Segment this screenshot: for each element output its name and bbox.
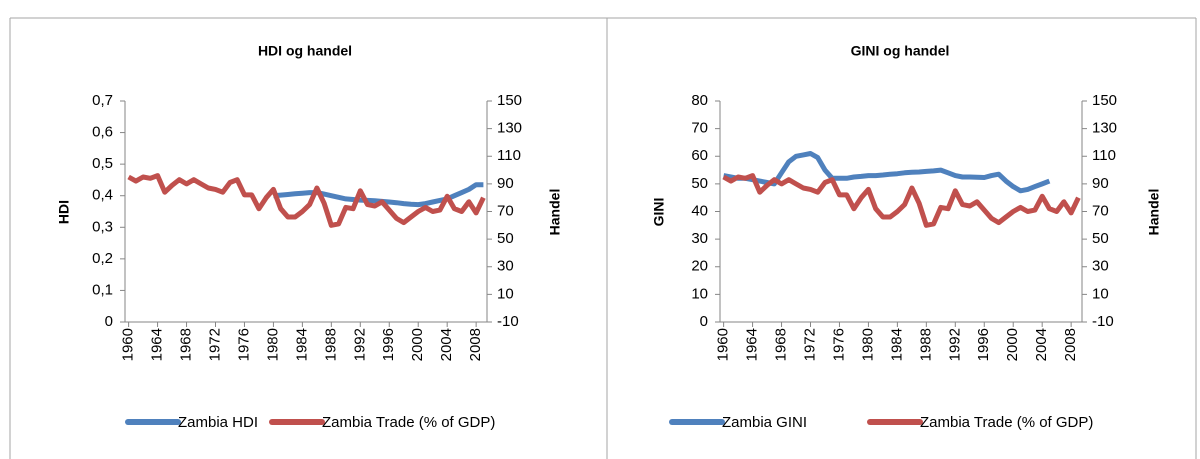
y-tick-label: 80 — [691, 92, 708, 109]
y-tick-label: 0,5 — [92, 155, 113, 172]
x-tick-label: 1992 — [351, 328, 368, 361]
y2-tick-label: 110 — [497, 147, 521, 164]
x-tick-label: 1988 — [917, 328, 934, 361]
y2-axis-title: Handel — [1146, 189, 1162, 236]
y2-tick-label: 150 — [497, 92, 522, 109]
y2-tick-label: 130 — [1092, 120, 1117, 137]
chart-title: HDI og handel — [258, 43, 352, 59]
y-tick-label: 0 — [700, 313, 708, 330]
y-tick-label: 0 — [105, 313, 113, 330]
x-tick-label: 1976 — [830, 328, 847, 361]
x-tick-label: 1996 — [380, 328, 397, 361]
y2-tick-label: 30 — [497, 258, 514, 275]
legend-label: Zambia HDI — [178, 414, 258, 431]
legend-label: Zambia Trade (% of GDP) — [322, 414, 495, 431]
y-tick-label: 0,2 — [92, 250, 113, 267]
x-tick-label: 1960 — [715, 328, 732, 361]
x-tick-label: 1972 — [206, 328, 223, 361]
y2-tick-label: 10 — [497, 285, 514, 302]
y-tick-label: 0,1 — [92, 281, 113, 298]
y-axis-title: HDI — [56, 200, 72, 224]
y2-tick-label: 10 — [1092, 285, 1109, 302]
y2-tick-label: 50 — [1092, 230, 1109, 247]
x-tick-label: 2008 — [1062, 328, 1079, 361]
x-tick-label: 1980 — [859, 328, 876, 361]
legend-label: Zambia GINI — [722, 414, 807, 431]
y-tick-label: 0,6 — [92, 124, 113, 141]
x-tick-label: 1988 — [322, 328, 339, 361]
y-tick-label: 60 — [691, 147, 708, 164]
x-tick-label: 1976 — [235, 328, 252, 361]
y2-tick-label: 90 — [1092, 175, 1109, 192]
x-tick-label: 2000 — [1004, 328, 1021, 361]
y2-axis-title: Handel — [547, 189, 563, 236]
y-axis-title: GINI — [651, 198, 667, 227]
y2-tick-label: 150 — [1092, 92, 1117, 109]
y-tick-label: 40 — [691, 202, 708, 219]
x-tick-label: 2000 — [409, 328, 426, 361]
series-line — [722, 173, 1081, 228]
x-tick-label: 2004 — [438, 328, 455, 361]
x-tick-label: 2008 — [467, 328, 484, 361]
x-tick-label: 1984 — [888, 328, 905, 361]
y2-tick-label: 70 — [497, 202, 514, 219]
y-tick-label: 70 — [691, 120, 708, 137]
x-tick-label: 1992 — [946, 328, 963, 361]
y-tick-label: 0,3 — [92, 218, 113, 235]
y-tick-label: 20 — [691, 258, 708, 275]
y2-tick-label: 30 — [1092, 258, 1109, 275]
series-line — [723, 151, 1051, 194]
series-line — [127, 173, 486, 228]
y2-tick-label: 50 — [497, 230, 514, 247]
y2-tick-label: 110 — [1092, 147, 1116, 164]
x-tick-label: 1964 — [744, 328, 761, 361]
y2-tick-label: 130 — [497, 120, 522, 137]
y2-tick-label: -10 — [1092, 313, 1114, 330]
y-tick-label: 30 — [691, 230, 708, 247]
x-tick-label: 1996 — [975, 328, 992, 361]
y-tick-label: 0,7 — [92, 92, 113, 109]
x-tick-label: 2004 — [1033, 328, 1050, 361]
y-tick-label: 10 — [691, 285, 708, 302]
x-tick-label: 1964 — [149, 328, 166, 361]
y2-tick-label: 70 — [1092, 202, 1109, 219]
x-tick-label: 1972 — [801, 328, 818, 361]
y2-tick-label: 90 — [497, 175, 514, 192]
y-tick-label: 50 — [691, 175, 708, 192]
x-tick-label: 1968 — [178, 328, 195, 361]
y2-tick-label: -10 — [497, 313, 519, 330]
x-tick-label: 1968 — [773, 328, 790, 361]
y-tick-label: 0,4 — [92, 187, 113, 204]
chart-title: GINI og handel — [851, 43, 950, 59]
legend-label: Zambia Trade (% of GDP) — [920, 414, 1093, 431]
x-tick-label: 1980 — [264, 328, 281, 361]
x-tick-label: 1984 — [293, 328, 310, 361]
x-tick-label: 1960 — [120, 328, 137, 361]
